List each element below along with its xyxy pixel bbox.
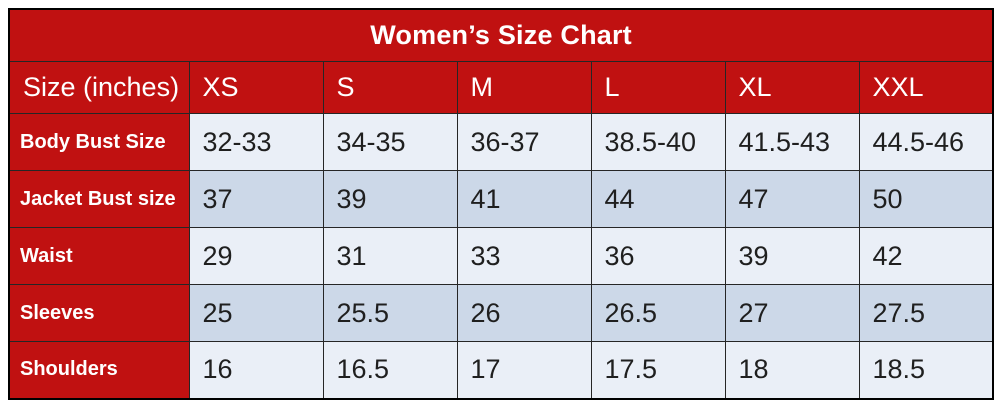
cell-waist-m: 33 bbox=[456, 227, 592, 285]
table-row-waist: Waist 29 31 33 36 39 42 bbox=[8, 227, 994, 285]
title-row: Women’s Size Chart bbox=[8, 8, 994, 62]
row-label-waist: Waist bbox=[8, 227, 190, 285]
cell-jacket-bust-m: 41 bbox=[456, 170, 592, 228]
cell-sleeves-xxl: 27.5 bbox=[858, 284, 994, 342]
row-label-shoulders: Shoulders bbox=[8, 341, 190, 399]
row-label-body-bust-size: Body Bust Size bbox=[8, 113, 190, 171]
cell-jacket-bust-xl: 47 bbox=[724, 170, 860, 228]
cell-sleeves-l: 26.5 bbox=[590, 284, 726, 342]
cell-jacket-bust-xxl: 50 bbox=[858, 170, 994, 228]
header-l: L bbox=[590, 61, 726, 114]
cell-sleeves-xs: 25 bbox=[188, 284, 324, 342]
cell-shoulders-s: 16.5 bbox=[322, 341, 458, 399]
cell-jacket-bust-l: 44 bbox=[590, 170, 726, 228]
cell-waist-xxl: 42 bbox=[858, 227, 994, 285]
header-row: Size (inches) XS S M L XL XXL bbox=[8, 61, 994, 114]
row-label-sleeves: Sleeves bbox=[8, 284, 190, 342]
cell-shoulders-l: 17.5 bbox=[590, 341, 726, 399]
header-xs: XS bbox=[188, 61, 324, 114]
cell-waist-xs: 29 bbox=[188, 227, 324, 285]
cell-body-bust-xl: 41.5-43 bbox=[724, 113, 860, 171]
table-row-shoulders: Shoulders 16 16.5 17 17.5 18 18.5 bbox=[8, 341, 994, 399]
cell-sleeves-m: 26 bbox=[456, 284, 592, 342]
cell-waist-s: 31 bbox=[322, 227, 458, 285]
table-row-jacket-bust-size: Jacket Bust size 37 39 41 44 47 50 bbox=[8, 170, 994, 228]
header-m: M bbox=[456, 61, 592, 114]
cell-sleeves-xl: 27 bbox=[724, 284, 860, 342]
header-xl: XL bbox=[724, 61, 860, 114]
cell-body-bust-xxl: 44.5-46 bbox=[858, 113, 994, 171]
chart-title: Women’s Size Chart bbox=[8, 8, 994, 62]
header-s: S bbox=[322, 61, 458, 114]
cell-jacket-bust-s: 39 bbox=[322, 170, 458, 228]
cell-body-bust-m: 36-37 bbox=[456, 113, 592, 171]
table-row-body-bust-size: Body Bust Size 32-33 34-35 36-37 38.5-40… bbox=[8, 113, 994, 171]
header-xxl: XXL bbox=[858, 61, 994, 114]
cell-sleeves-s: 25.5 bbox=[322, 284, 458, 342]
cell-body-bust-xs: 32-33 bbox=[188, 113, 324, 171]
size-chart-table: Women’s Size Chart Size (inches) XS S M … bbox=[8, 8, 995, 400]
cell-shoulders-xs: 16 bbox=[188, 341, 324, 399]
cell-shoulders-xl: 18 bbox=[724, 341, 860, 399]
table-row-sleeves: Sleeves 25 25.5 26 26.5 27 27.5 bbox=[8, 284, 994, 342]
cell-shoulders-m: 17 bbox=[456, 341, 592, 399]
cell-body-bust-l: 38.5-40 bbox=[590, 113, 726, 171]
row-label-jacket-bust-size: Jacket Bust size bbox=[8, 170, 190, 228]
cell-jacket-bust-xs: 37 bbox=[188, 170, 324, 228]
cell-body-bust-s: 34-35 bbox=[322, 113, 458, 171]
cell-waist-xl: 39 bbox=[724, 227, 860, 285]
header-size-inches: Size (inches) bbox=[8, 61, 190, 114]
cell-shoulders-xxl: 18.5 bbox=[858, 341, 994, 399]
cell-waist-l: 36 bbox=[590, 227, 726, 285]
